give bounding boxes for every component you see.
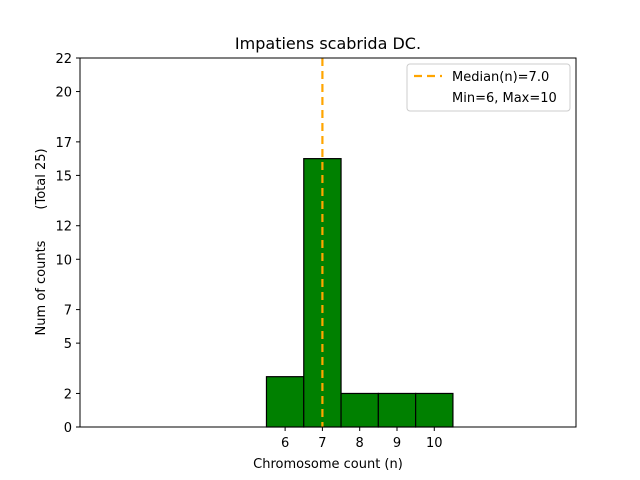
x-tick-label: 6	[281, 436, 289, 451]
y-tick-label: 0	[64, 421, 72, 436]
y-axis-ticks: 0 2 5 7 10 12 15 17 20 22	[55, 52, 80, 436]
bar-6	[265, 376, 305, 428]
y-tick-label: 15	[55, 169, 72, 184]
plot-area-frame	[79, 57, 577, 428]
y-tick-label: 2	[64, 387, 72, 402]
y-tick-label: 5	[64, 337, 72, 352]
y-tick-label: 20	[55, 86, 72, 101]
legend-box	[406, 63, 571, 112]
y-axis-total-label: (Total 25)	[34, 148, 49, 209]
x-tick-label: 10	[426, 436, 443, 451]
legend-entry-min-max: Min=6, Max=10	[452, 91, 557, 106]
y-axis-label: Num of counts	[34, 240, 49, 335]
bar-9	[377, 392, 417, 428]
chart-title: Impatiens scabrida DC.	[235, 34, 421, 53]
x-axis-ticks: 6 7 8 9 10	[281, 427, 443, 451]
legend-entry-median: Median(n)=7.0	[452, 70, 549, 85]
y-tick-label: 12	[55, 220, 72, 235]
y-tick-label: 17	[55, 136, 72, 151]
bars-group	[265, 158, 454, 428]
legend: Median(n)=7.0 Min=6, Max=10	[406, 63, 571, 112]
x-tick-label: 8	[356, 436, 364, 451]
x-tick-label: 9	[393, 436, 401, 451]
bar-10	[415, 392, 454, 428]
bar-8	[340, 392, 379, 428]
y-tick-label: 10	[55, 253, 72, 268]
x-axis-label: Chromosome count (n)	[253, 457, 403, 472]
y-tick-label: 7	[64, 304, 72, 319]
x-tick-label: 7	[318, 436, 326, 451]
y-tick-label: 22	[55, 52, 72, 67]
